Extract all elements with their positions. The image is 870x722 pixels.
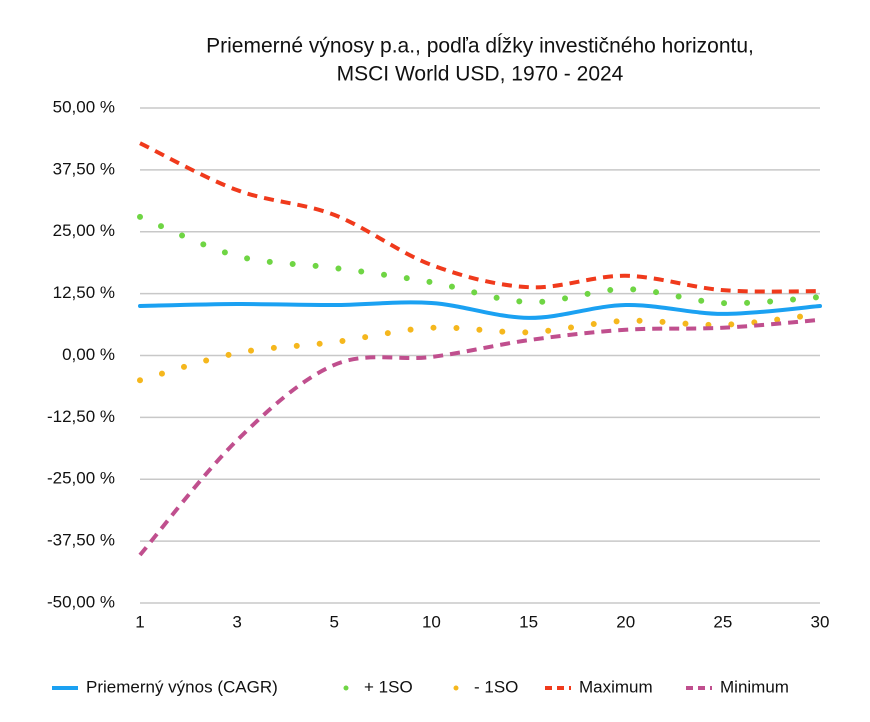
y-tick-label: 12,50 % [53, 283, 115, 302]
y-tick-label: 37,50 % [53, 159, 115, 178]
x-tick-label: 20 [616, 612, 635, 631]
y-tick-label: -50,00 % [47, 592, 115, 611]
series-line [138, 317, 821, 557]
legend-label: Maximum [579, 677, 653, 696]
series-line [137, 310, 823, 384]
y-tick-label: -37,50 % [47, 531, 115, 550]
x-tick-label: 5 [330, 612, 339, 631]
x-tick-label: 1 [135, 612, 144, 631]
y-tick-label: -25,00 % [47, 469, 115, 488]
legend-swatch [343, 685, 349, 691]
y-tick-label: 50,00 % [53, 97, 115, 116]
legend-label: - 1SO [474, 677, 518, 696]
x-tick-label: 25 [713, 612, 732, 631]
series-line [137, 213, 823, 307]
legend-label: Minimum [720, 677, 789, 696]
x-tick-label: 30 [811, 612, 830, 631]
legend-swatch [453, 685, 459, 691]
x-tick-label: 15 [519, 612, 538, 631]
series-line [139, 141, 821, 294]
y-tick-label: 25,00 % [53, 221, 115, 240]
y-tick-label: -12,50 % [47, 407, 115, 426]
chart-title: MSCI World USD, 1970 - 2024 [337, 63, 624, 86]
chart-title: Priemerné výnosy p.a., podľa dĺžky inves… [206, 34, 754, 58]
legend-label: Priemerný výnos (CAGR) [86, 677, 278, 696]
x-tick-label: 10 [422, 612, 441, 631]
x-tick-label: 3 [232, 612, 241, 631]
legend-label: + 1SO [364, 677, 413, 696]
series-line [138, 300, 822, 320]
y-tick-label: 0,00 % [62, 345, 115, 364]
